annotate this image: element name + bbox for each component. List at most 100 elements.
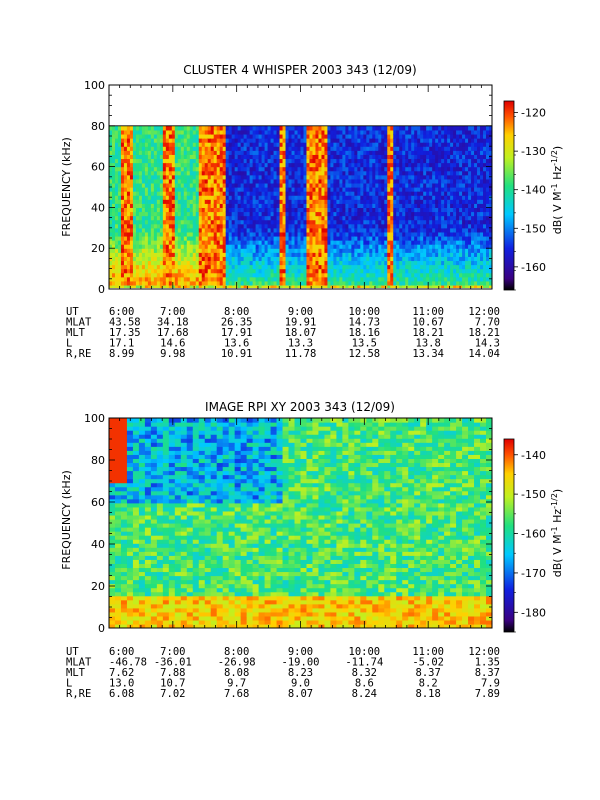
panel1-colorbar-tick-label: -120 bbox=[521, 107, 546, 120]
panel2-ephemeris-value: 8.23 bbox=[288, 667, 313, 679]
panel2-ephemeris-value: 10.7 bbox=[160, 678, 185, 690]
panel1-ephemeris-value: 17.35 bbox=[109, 327, 141, 339]
panel1-ephemeris-value: 11:00 bbox=[412, 306, 444, 318]
panel1-ephemeris-value: 13.34 bbox=[412, 348, 444, 360]
panel1-colorbar-ticks: -120 -130 -140 -150 -160 bbox=[514, 107, 546, 291]
panel1-ytick-label: 60 bbox=[91, 161, 105, 174]
panel1-ephemeris-value: 26.35 bbox=[221, 317, 253, 329]
panel1-ephemeris-value: 9:00 bbox=[288, 306, 313, 318]
panel2-ephemeris-value: 1.35 bbox=[475, 657, 500, 669]
panel2-ytick-label: 40 bbox=[91, 538, 105, 551]
panel1-ephemeris-value: 17.68 bbox=[157, 327, 189, 339]
panel2-ylabel: FREQUENCY (kHz) bbox=[60, 470, 73, 570]
panel2-ephemeris-value: 9:00 bbox=[288, 646, 313, 658]
panel2-colorbar bbox=[504, 439, 514, 632]
panel1-title: CLUSTER 4 WHISPER 2003 343 (12/09) bbox=[183, 63, 416, 77]
panel1-ephemeris-value: 8.99 bbox=[109, 348, 134, 360]
panel2-ephemeris-value: 7.88 bbox=[160, 667, 185, 679]
panel1-ytick-label: 100 bbox=[84, 79, 105, 92]
panel1-ephemeris-value: 14.6 bbox=[160, 338, 185, 350]
panel2-ephemeris-value: -36.01 bbox=[154, 657, 192, 669]
panel1-ephemeris-label: MLAT bbox=[66, 317, 92, 329]
panel2-colorbar-tick-label: -180 bbox=[521, 606, 546, 619]
panel2-ephemeris-value: 9.0 bbox=[291, 678, 310, 690]
panel2-ephemeris-value: -11.74 bbox=[345, 657, 383, 669]
panel2-ephemeris-value: 8.37 bbox=[475, 667, 500, 679]
panel1-ephemeris-value: 12:00 bbox=[468, 306, 500, 318]
panel1-ephemeris-value: 14.04 bbox=[468, 348, 500, 360]
panel1-colorbar-tick-label: -140 bbox=[521, 184, 546, 197]
panel2-ephemeris-value: 8.07 bbox=[288, 688, 313, 700]
panel1-colorbar-tick-label: -150 bbox=[521, 222, 546, 235]
panel2-colorbar-ticks: -140 -150 -160 -170 -180 bbox=[514, 449, 546, 633]
panel2-ephemeris-value: 7.02 bbox=[160, 688, 185, 700]
panel1-ephemeris-label: L bbox=[66, 338, 72, 350]
panel1-ephemeris-value: 18.21 bbox=[468, 327, 500, 339]
panel1-ephemeris-label: R,RE bbox=[66, 348, 91, 360]
panel1-ytick-label: 0 bbox=[98, 283, 105, 296]
panel1-ephemeris-value: 7:00 bbox=[160, 306, 185, 318]
panel1-ephemeris-value: 18.07 bbox=[285, 327, 317, 339]
panel2-ephemeris-label: MLAT bbox=[66, 657, 92, 669]
panel1-ephemeris-value: 43.58 bbox=[109, 317, 141, 329]
panel2-ephemeris-value: -46.78 bbox=[109, 657, 147, 669]
panel2-ephemeris-value: 11:00 bbox=[412, 646, 444, 658]
panel1-ephemeris-value: 9.98 bbox=[160, 348, 185, 360]
panel1-ephemeris-value: 13.6 bbox=[224, 338, 249, 350]
panel2-ephemeris-value: 8.2 bbox=[419, 678, 438, 690]
panel2-ephemeris-value: -5.02 bbox=[412, 657, 444, 669]
panel1-spectrogram bbox=[109, 125, 492, 288]
panel2-ephemeris-value: 8.08 bbox=[224, 667, 249, 679]
panel2-ephemeris-label: R,RE bbox=[66, 688, 91, 700]
panel1-colorbar bbox=[504, 101, 514, 290]
panel1-ephemeris-value: 6:00 bbox=[109, 306, 134, 318]
panel2-ephemeris-value: 13.0 bbox=[109, 678, 134, 690]
panel1-ephemeris-value: 17.91 bbox=[221, 327, 253, 339]
panel1-ytick-label: 40 bbox=[91, 201, 105, 214]
panel1-ephemeris-value: 13.3 bbox=[288, 338, 313, 350]
panel2-ephemeris-value: 9.7 bbox=[227, 678, 246, 690]
panel1-ephemeris-value: 19.91 bbox=[285, 317, 317, 329]
panel2-colorbar-frame bbox=[503, 438, 515, 633]
panel2-ephemeris-value: 10:00 bbox=[349, 646, 381, 658]
panel2-ephemeris-value: 7.9 bbox=[481, 678, 500, 690]
panel2-colorbar-tick-label: -140 bbox=[521, 449, 546, 462]
panel2-ephemeris-value: 7.68 bbox=[224, 688, 249, 700]
panel1-ephemeris-label: UT bbox=[66, 306, 79, 318]
panel2-colorbar-tick-label: -160 bbox=[521, 528, 546, 541]
panel1-ytick-label: 80 bbox=[91, 120, 105, 133]
panel2-ephemeris-value: 7.62 bbox=[109, 667, 134, 679]
panel2-ephemeris-value: 6.08 bbox=[109, 688, 134, 700]
panel1-ephemeris-value: 13.5 bbox=[352, 338, 377, 350]
panel2-ephemeris-value: 7.89 bbox=[475, 688, 500, 700]
panel2-ytick-label: 100 bbox=[84, 412, 105, 425]
panel2-ephemeris-label: L bbox=[66, 678, 72, 690]
panel1-ylabel: FREQUENCY (kHz) bbox=[60, 137, 73, 237]
panel2-ephemeris-label: UT bbox=[66, 646, 79, 658]
panel1-ephemeris-value: 17.1 bbox=[109, 338, 134, 350]
panel1-ephemeris-value: 14.73 bbox=[349, 317, 381, 329]
panel1-ephemeris-label: MLT bbox=[66, 327, 86, 339]
panel2-title: IMAGE RPI XY 2003 343 (12/09) bbox=[205, 400, 395, 414]
panel1-ephemeris-value: 18.16 bbox=[349, 327, 381, 339]
panel1-ephemeris-value: 8:00 bbox=[224, 306, 249, 318]
panel2-colorbar-tick-label: -150 bbox=[521, 488, 546, 501]
panel2-ytick-label: 80 bbox=[91, 454, 105, 467]
panel1-axes: 0 20 40 60 80 100 bbox=[84, 79, 493, 296]
panel2-ephemeris-value: 8.18 bbox=[416, 688, 441, 700]
panel1-ephemeris-value: 18.21 bbox=[412, 327, 444, 339]
panel1-colorbar-label: dB( V M-1 Hz-1/2) bbox=[550, 146, 564, 234]
panel2-ephemeris-value: -26.98 bbox=[218, 657, 256, 669]
panel2-axes: 0 20 40 60 80 100 bbox=[84, 412, 493, 635]
panel2-ytick-label: 60 bbox=[91, 496, 105, 509]
panel1-colorbar-tick-label: -160 bbox=[521, 261, 546, 274]
panel1-colorbar-frame bbox=[503, 100, 515, 291]
panel2-ytick-label: 20 bbox=[91, 580, 105, 593]
panel2-ephemeris-value: 6:00 bbox=[109, 646, 134, 658]
panel1-ephemeris: UT 6:00 7:00 8:00 9:00 10:00 11:00 12:00 MLAT 43.… bbox=[66, 306, 500, 360]
panel2-ephemeris-value: 8:00 bbox=[224, 646, 249, 658]
panel2-colorbar-tick-label: -170 bbox=[521, 567, 546, 580]
panel1-ephemeris-value: 10.91 bbox=[221, 348, 253, 360]
panel2-ephemeris-label: MLT bbox=[66, 667, 86, 679]
